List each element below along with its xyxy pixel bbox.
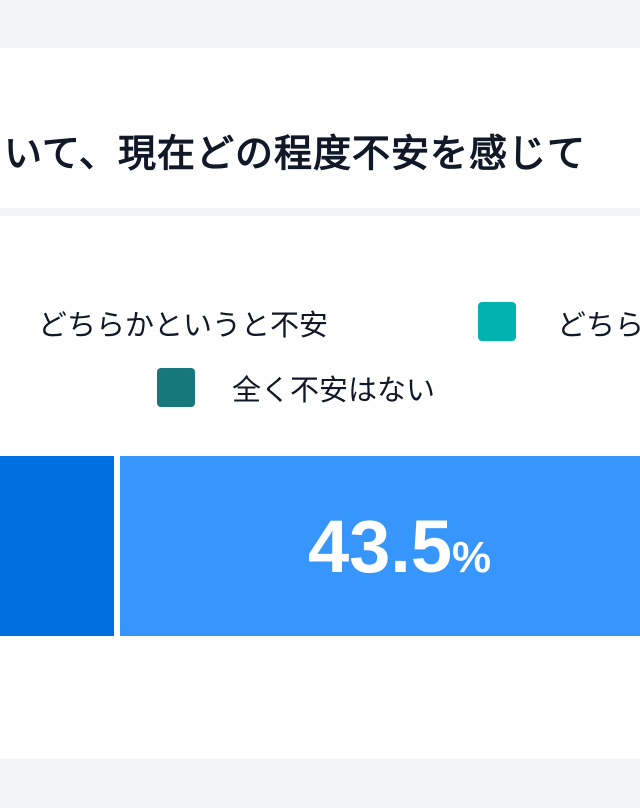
- bar-segment-somewhat-anxious: [120, 456, 640, 636]
- legend-label-somewhat: どちら: [557, 308, 640, 342]
- data-label-unit: %: [452, 533, 492, 582]
- chart-title: いて、現在どの程度不安を感じて: [4, 131, 586, 176]
- legend-label-not-anxious: 全く不安はない: [232, 373, 436, 407]
- legend-swatch-teal: [478, 302, 516, 341]
- legend-label-somewhat-anxious: どちらかというと不安: [38, 308, 329, 342]
- bar-segment-dark-blue: [0, 456, 114, 636]
- title-card: いて、現在どの程度不安を感じて: [0, 48, 640, 208]
- legend-swatch-dark-teal: [157, 368, 195, 407]
- data-label-value: 43.5: [308, 505, 453, 588]
- chart-card: どちらかというと不安 どちら 全く不安はない 43.5%: [0, 216, 640, 759]
- data-label-43-5: 43.5%: [308, 504, 491, 589]
